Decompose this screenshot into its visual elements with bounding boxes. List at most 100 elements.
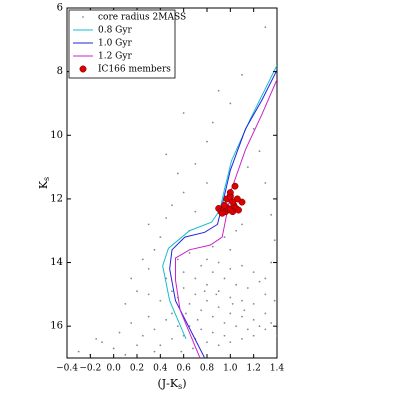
legend-swatch <box>79 65 87 73</box>
field-point <box>194 293 197 296</box>
field-point <box>165 153 168 156</box>
field-point <box>211 315 214 318</box>
field-point <box>223 334 226 337</box>
legend: core radius 2MASS 0.8 Gyr 1.0 Gyr 1.2 Gyr IC… <box>68 9 186 79</box>
field-point <box>141 258 144 261</box>
field-point <box>246 328 249 331</box>
field-point <box>229 296 232 299</box>
field-point <box>194 210 197 213</box>
member-point <box>218 209 226 217</box>
field-point <box>171 338 173 340</box>
plot-frame <box>66 7 278 359</box>
field-point <box>176 258 179 261</box>
field-point <box>159 236 162 238</box>
field-point <box>229 312 232 315</box>
field-point <box>223 277 226 280</box>
field-point <box>171 204 173 207</box>
field-point <box>130 277 133 280</box>
field-point <box>124 303 127 305</box>
field-point <box>223 236 226 238</box>
field-point <box>273 299 276 302</box>
field-point <box>77 350 80 353</box>
field-point <box>185 312 187 315</box>
field-point <box>270 213 273 216</box>
member-point <box>231 182 239 190</box>
x-tick-label: 1.4 <box>270 364 285 374</box>
field-point <box>264 328 267 331</box>
field-point <box>264 26 267 28</box>
field-point <box>229 268 232 270</box>
field-point <box>258 150 261 153</box>
legend-label: 1.0 Gyr <box>98 39 132 49</box>
legend-label: IC166 members <box>98 65 171 75</box>
field-point <box>235 229 238 232</box>
field-point <box>252 303 255 305</box>
field-point <box>241 315 243 318</box>
legend-label: core radius 2MASS <box>98 13 186 23</box>
field-point <box>180 350 183 353</box>
field-point <box>188 252 191 254</box>
field-point <box>136 290 138 293</box>
field-point <box>101 341 103 343</box>
field-point <box>159 299 162 302</box>
field-point <box>270 322 273 324</box>
field-point <box>246 287 249 289</box>
field-point <box>211 245 214 248</box>
y-tick-label: 14 <box>50 257 63 268</box>
field-point <box>124 353 127 356</box>
field-point <box>200 264 203 267</box>
field-point <box>176 325 179 328</box>
field-point <box>206 283 208 286</box>
member-point <box>221 201 228 209</box>
x-tick-label: −0.2 <box>79 364 101 374</box>
y-tick-label: 8 <box>57 66 63 77</box>
x-axis-label: (J-Ks) <box>157 377 186 391</box>
field-point <box>217 344 220 347</box>
field-point <box>206 299 208 302</box>
y-axis-label: Ks <box>37 177 51 189</box>
field-point <box>241 338 243 340</box>
member-point <box>233 195 241 203</box>
field-point <box>231 303 234 305</box>
field-point <box>264 182 267 184</box>
field-point <box>252 334 255 337</box>
field-point <box>229 341 232 343</box>
member-point <box>235 206 242 214</box>
x-tick-label: 0.4 <box>153 364 168 374</box>
x-tick-label: 1.2 <box>247 364 261 374</box>
field-point <box>258 325 261 328</box>
y-label-main: K <box>37 180 50 189</box>
field-point <box>182 191 185 194</box>
field-point <box>241 223 243 226</box>
field-point <box>258 280 261 283</box>
field-point <box>211 331 214 334</box>
field-point <box>194 163 197 165</box>
field-point <box>200 309 203 312</box>
field-point <box>147 223 150 226</box>
field-point <box>246 166 249 168</box>
field-point <box>264 277 267 280</box>
field-point <box>229 102 232 105</box>
field-point <box>223 322 226 324</box>
y-tick-label: 16 <box>50 321 63 332</box>
x-label-main: (J-K <box>157 377 178 390</box>
field-point <box>200 328 203 331</box>
field-point <box>276 334 277 337</box>
field-point <box>241 73 243 76</box>
field-point <box>206 341 208 343</box>
field-point <box>171 312 173 315</box>
field-point <box>270 261 273 264</box>
field-point <box>252 128 255 130</box>
isochrone <box>169 69 277 358</box>
x-label-sub: s <box>178 382 182 391</box>
field-point <box>252 318 255 321</box>
field-point <box>188 303 191 305</box>
field-point <box>241 299 243 302</box>
y-label-sub: s <box>42 177 51 181</box>
field-point <box>206 140 208 143</box>
field-point <box>217 89 220 92</box>
field-point <box>264 312 267 315</box>
x-tick-label: 0.8 <box>200 364 215 374</box>
field-point <box>182 112 185 114</box>
